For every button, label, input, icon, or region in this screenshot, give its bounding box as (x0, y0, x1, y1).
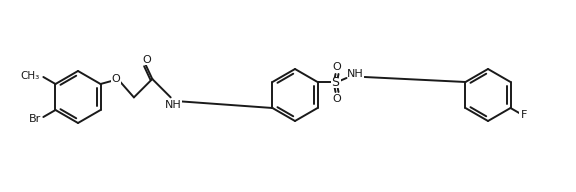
Bar (332, 94, 341, 103)
Bar (520, 111, 528, 119)
Text: S: S (332, 76, 339, 89)
Text: O: O (332, 62, 341, 72)
Bar (166, 99, 181, 109)
Bar (347, 69, 363, 79)
Text: F: F (521, 110, 527, 120)
Bar (142, 56, 152, 65)
Text: O: O (111, 74, 120, 84)
Text: O: O (332, 94, 341, 104)
Text: NH: NH (347, 69, 364, 79)
Text: Br: Br (29, 114, 41, 124)
Text: CH₃: CH₃ (21, 71, 40, 81)
Bar (111, 74, 120, 84)
Text: O: O (143, 55, 151, 65)
Bar (332, 63, 341, 71)
Text: NH: NH (165, 100, 182, 110)
Bar (331, 78, 340, 88)
